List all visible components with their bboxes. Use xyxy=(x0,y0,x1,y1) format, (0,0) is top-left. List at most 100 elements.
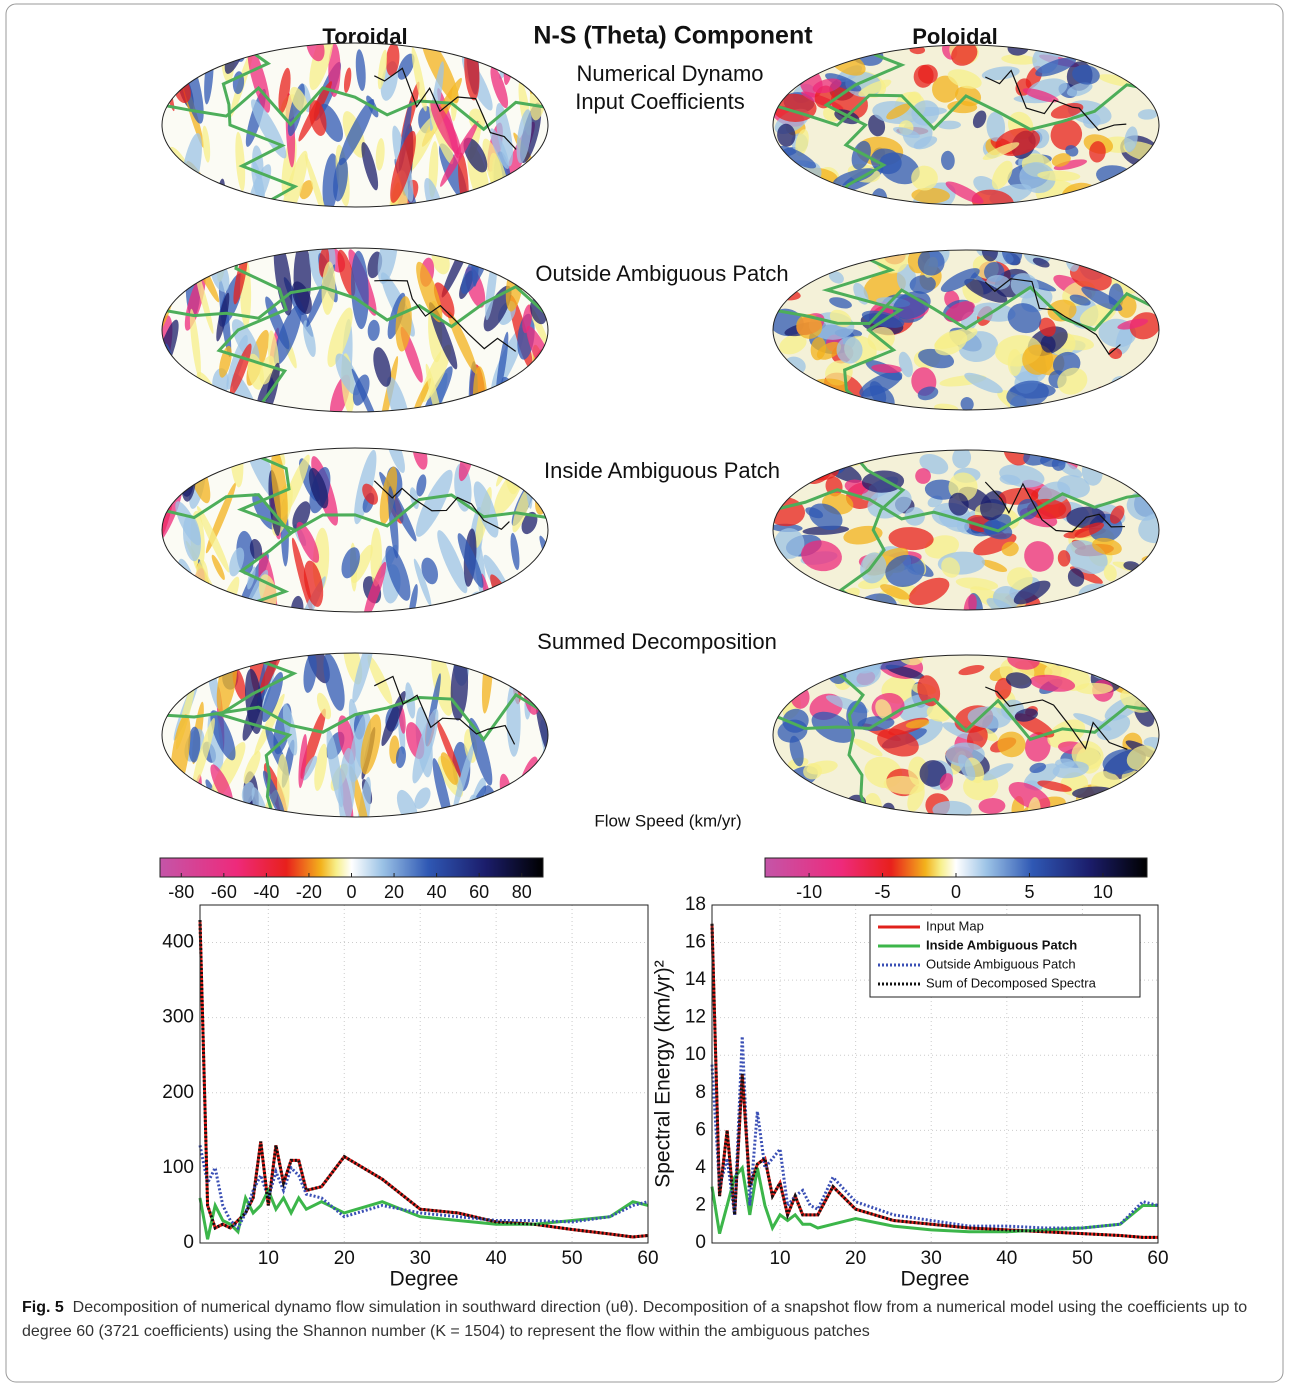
map-blob xyxy=(433,282,455,319)
map-blob xyxy=(290,86,308,113)
map-outline xyxy=(161,42,549,208)
map-blob xyxy=(1094,801,1118,811)
map-blob xyxy=(1109,505,1125,524)
map-blob xyxy=(958,665,985,676)
map-blob xyxy=(917,250,945,276)
map-blob xyxy=(907,783,925,812)
map-blob xyxy=(1081,286,1123,312)
map-blob xyxy=(367,654,393,705)
map-blob xyxy=(1092,537,1122,556)
map-blob xyxy=(367,319,380,341)
map-blob xyxy=(1037,170,1081,182)
map-blob xyxy=(197,596,208,612)
map-blob xyxy=(934,330,968,356)
map-blob xyxy=(978,798,1006,815)
map-blob xyxy=(509,448,523,487)
map-blob xyxy=(1135,770,1159,782)
map-blob xyxy=(415,469,453,537)
map-blob xyxy=(795,129,809,157)
map-blob xyxy=(911,100,940,126)
map-blob xyxy=(187,783,205,817)
colorbar-tick-label: 10 xyxy=(1093,882,1113,902)
plot-frame xyxy=(199,904,649,1244)
map-blob xyxy=(1120,45,1142,60)
frame xyxy=(5,3,1284,1383)
map-blob xyxy=(316,692,332,720)
map-blob xyxy=(1128,178,1159,201)
map-blob xyxy=(304,154,330,207)
map-blob xyxy=(1146,659,1159,677)
map-blob xyxy=(773,60,793,73)
x-tick-label: 20 xyxy=(334,1248,355,1269)
map-blob xyxy=(162,254,170,297)
map-blob xyxy=(1029,674,1076,692)
map-blob xyxy=(1035,57,1077,77)
map-blob xyxy=(412,448,428,470)
x-tick-label: 40 xyxy=(486,1248,507,1269)
map-field xyxy=(773,450,1159,610)
map-blob xyxy=(351,250,369,330)
x-tick-label: 50 xyxy=(561,1248,582,1269)
map-blob xyxy=(280,454,310,519)
map-blob xyxy=(352,374,370,406)
map-blob xyxy=(919,760,947,787)
map-blob xyxy=(1131,60,1159,79)
map-blob xyxy=(351,544,373,584)
x-axis-label: Degree xyxy=(901,1268,970,1291)
x-tick-label: 30 xyxy=(921,1248,942,1269)
map-blob xyxy=(323,653,345,711)
map-blob xyxy=(1108,347,1123,359)
map-blob xyxy=(826,655,852,666)
map-blob xyxy=(917,386,939,401)
map-blob xyxy=(190,248,207,274)
map-field xyxy=(162,43,548,207)
map-blob xyxy=(210,764,233,805)
map-blob xyxy=(917,64,938,84)
map-blob xyxy=(812,78,842,94)
map-blob xyxy=(360,714,382,775)
map-panel xyxy=(161,42,549,208)
map-blob xyxy=(948,492,969,516)
map-blob xyxy=(302,755,318,781)
map-blob xyxy=(162,653,173,684)
map-blob xyxy=(774,528,805,559)
map-blob xyxy=(1007,567,1033,590)
map-blob xyxy=(861,470,905,493)
map-blob xyxy=(189,308,201,379)
map-blob xyxy=(216,43,228,65)
map-blob xyxy=(1133,803,1153,815)
map-blob xyxy=(1103,564,1117,582)
map-blob xyxy=(1086,794,1101,815)
map-blob xyxy=(937,120,962,130)
map-blob xyxy=(303,653,317,693)
x-tick-label: 10 xyxy=(769,1248,790,1269)
map-blob xyxy=(888,527,934,551)
map-blob xyxy=(355,49,366,92)
map-blob xyxy=(1067,568,1085,587)
map-blob xyxy=(1037,780,1072,792)
map-panel xyxy=(161,247,549,413)
map-blob xyxy=(1072,64,1100,85)
y-tick-label: 16 xyxy=(685,932,706,953)
map-blob xyxy=(162,365,182,412)
map-blob xyxy=(1050,119,1083,151)
map-blob xyxy=(875,699,892,720)
map-blob xyxy=(971,189,1014,205)
map-blob xyxy=(1066,82,1093,97)
map-blob xyxy=(377,248,398,284)
series-line xyxy=(198,919,649,1239)
map-contour xyxy=(838,450,906,610)
map-blob xyxy=(777,123,796,147)
y-tick-label: 8 xyxy=(695,1082,706,1103)
x-tick-label: 30 xyxy=(410,1248,431,1269)
map-blob xyxy=(532,344,548,412)
map-outline xyxy=(772,654,1160,816)
map-panel xyxy=(161,652,549,818)
series-line xyxy=(198,1145,649,1231)
y-tick-label: 2 xyxy=(695,1194,706,1215)
y-tick-label: 100 xyxy=(162,1157,194,1178)
x-tick-label: 50 xyxy=(1072,1248,1093,1269)
map-blob xyxy=(521,511,538,535)
map-blob xyxy=(182,514,201,562)
